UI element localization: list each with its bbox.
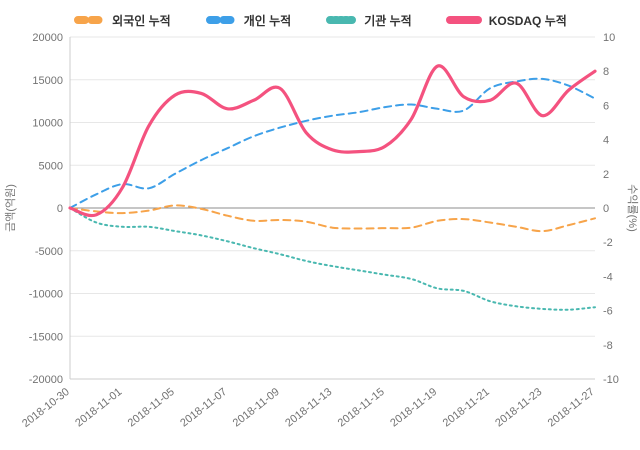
left-axis-title: 금액(억원) xyxy=(4,184,17,232)
legend-label-kosdaq: KOSDAQ 누적 xyxy=(488,13,567,28)
legend-label-institution: 기관 누적 xyxy=(364,13,412,28)
x-axis-tick: 2018-10-30 xyxy=(20,386,72,430)
legend-item-institution[interactable]: 기관 누적 xyxy=(325,12,412,29)
right-axis-tick: -8 xyxy=(603,340,613,352)
legend: 외국인 누적 개인 누적 기관 누적 KOSDAQ 누적 xyxy=(0,0,640,31)
line-chart: 20000150001000050000-5000-10000-15000-20… xyxy=(4,32,639,430)
series-line-foreigner xyxy=(69,204,596,233)
x-axis-tick: 2018-11-21 xyxy=(441,386,492,430)
legend-item-foreigner[interactable]: 외국인 누적 xyxy=(73,12,171,29)
x-axis-tick: 2018-11-05 xyxy=(126,386,177,430)
right-axis-tick: 6 xyxy=(603,100,609,112)
right-axis-tick: -2 xyxy=(603,237,613,249)
series-line-individual xyxy=(69,77,596,209)
legend-item-kosdaq[interactable]: KOSDAQ 누적 xyxy=(445,12,567,29)
x-axis-tick: 2018-11-19 xyxy=(388,386,439,430)
x-axis-tick: 2018-11-07 xyxy=(178,386,229,430)
x-axis-tick: 2018-11-13 xyxy=(283,386,334,430)
legend-swatch-individual-icon xyxy=(205,16,236,24)
right-axis-tick: -4 xyxy=(603,271,613,283)
left-axis-tick: 5000 xyxy=(39,160,63,172)
legend-swatch-institution-icon xyxy=(326,16,357,24)
right-axis-title: 수익률(%) xyxy=(626,184,639,231)
right-axis-tick: -6 xyxy=(603,306,613,318)
series-line-institution xyxy=(69,207,596,311)
legend-swatch-foreigner-icon xyxy=(74,16,105,24)
x-axis-tick: 2018-11-23 xyxy=(493,386,544,430)
legend-swatch-kosdaq-icon xyxy=(445,16,482,24)
right-axis-tick: 10 xyxy=(603,32,615,44)
x-axis-tick: 2018-11-27 xyxy=(546,386,597,430)
legend-item-individual[interactable]: 개인 누적 xyxy=(205,12,292,29)
x-axis-tick: 2018-11-15 xyxy=(336,386,387,430)
x-axis-tick: 2018-11-09 xyxy=(231,386,282,430)
left-axis-tick: -10000 xyxy=(29,289,63,301)
series-line-kosdaq xyxy=(68,64,597,218)
left-axis-tick: -20000 xyxy=(29,374,63,386)
right-axis-tick: 8 xyxy=(603,66,609,78)
right-axis-tick: 2 xyxy=(603,169,609,181)
x-axis-tick: 2018-11-01 xyxy=(73,386,124,430)
left-axis-tick: 15000 xyxy=(32,75,63,87)
legend-label-foreigner: 외국인 누적 xyxy=(112,13,171,28)
left-axis-tick: 0 xyxy=(57,203,63,215)
right-axis-tick: -10 xyxy=(603,374,619,386)
right-axis-tick: 0 xyxy=(603,203,609,215)
left-axis-tick: -5000 xyxy=(35,246,63,258)
left-axis-tick: 20000 xyxy=(32,32,63,44)
legend-label-individual: 개인 누적 xyxy=(243,13,292,28)
right-axis-tick: 4 xyxy=(603,135,609,147)
left-axis-tick: -15000 xyxy=(29,331,63,343)
left-axis-tick: 10000 xyxy=(32,118,63,130)
